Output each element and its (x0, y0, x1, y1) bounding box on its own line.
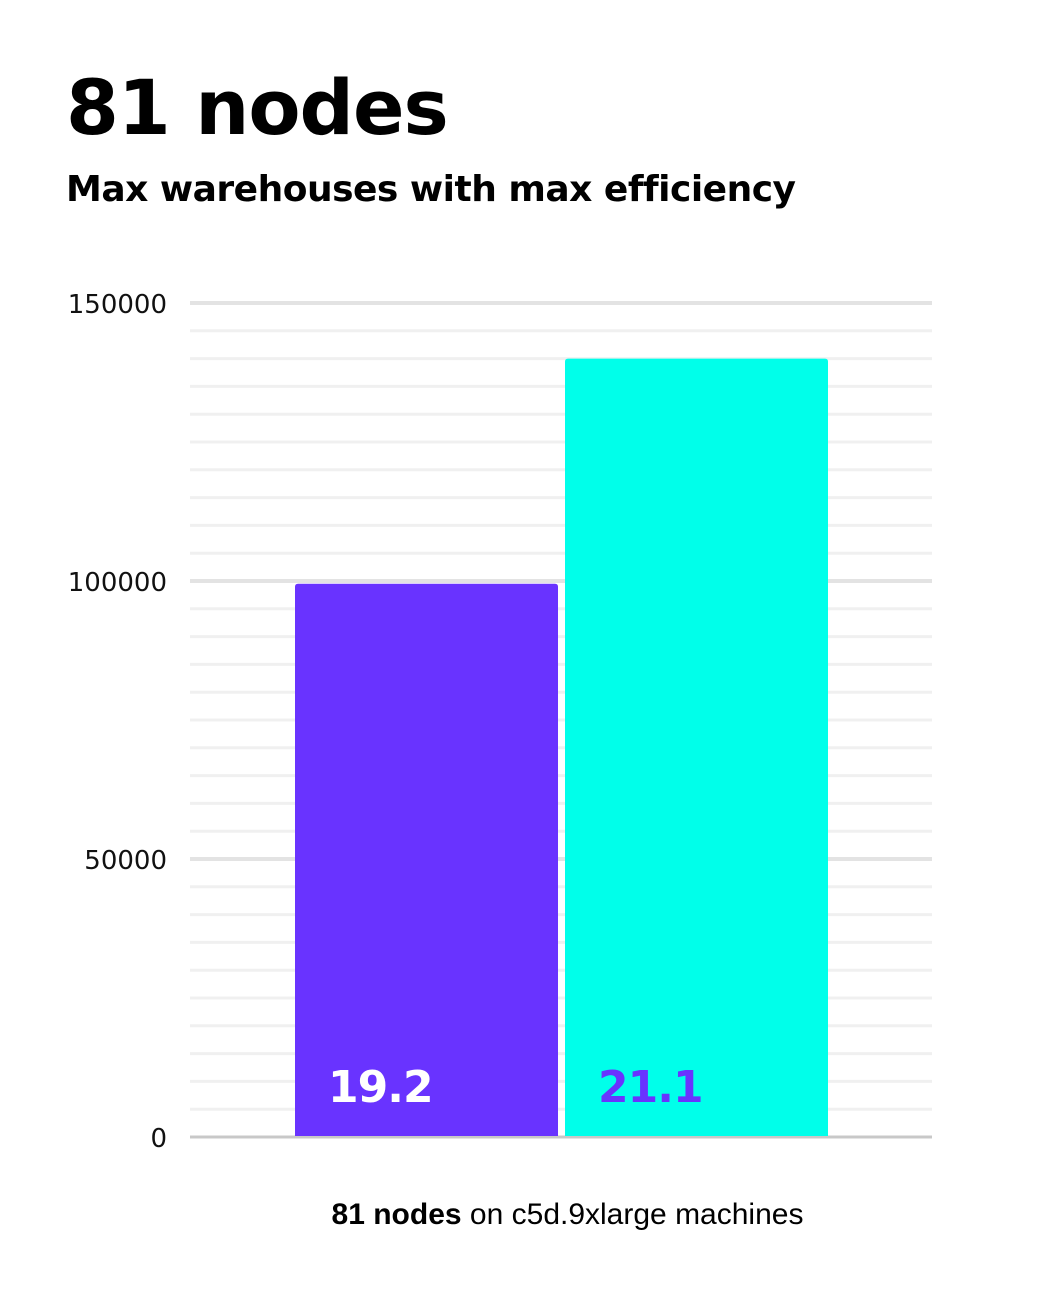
x-axis-caption: 81 nodes on c5d.9xlarge machines (0, 1198, 1042, 1232)
y-tick-label: 0 (150, 1124, 167, 1154)
chart-subtitle: Max warehouses with max efficiency (66, 169, 796, 210)
bar-data-label: 19.2 (328, 1062, 433, 1113)
y-tick-label: 50000 (84, 846, 167, 876)
y-tick-label: 150000 (68, 290, 167, 320)
y-tick-label: 100000 (68, 568, 167, 598)
caption-bold: 81 nodes (331, 1198, 462, 1231)
caption-rest: on c5d.9xlarge machines (461, 1198, 804, 1231)
bar-data-label: 21.1 (598, 1062, 703, 1113)
bar (565, 358, 828, 1137)
bar (295, 583, 558, 1136)
chart-title: 81 nodes (66, 63, 449, 152)
